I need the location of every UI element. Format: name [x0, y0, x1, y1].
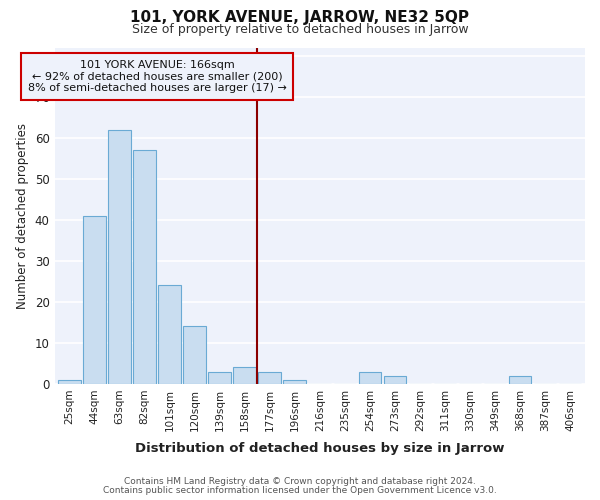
Bar: [184, 326, 206, 384]
Text: 101 YORK AVENUE: 166sqm
← 92% of detached houses are smaller (200)
8% of semi-de: 101 YORK AVENUE: 166sqm ← 92% of detache…: [28, 60, 287, 93]
Bar: [133, 150, 156, 384]
Bar: [259, 372, 281, 384]
Y-axis label: Number of detached properties: Number of detached properties: [16, 122, 29, 308]
Bar: [359, 372, 381, 384]
Text: Contains public sector information licensed under the Open Government Licence v3: Contains public sector information licen…: [103, 486, 497, 495]
Bar: [208, 372, 231, 384]
Bar: [158, 286, 181, 384]
Bar: [233, 368, 256, 384]
Bar: [283, 380, 306, 384]
Bar: [383, 376, 406, 384]
X-axis label: Distribution of detached houses by size in Jarrow: Distribution of detached houses by size …: [135, 442, 505, 455]
Bar: [58, 380, 81, 384]
Text: 101, YORK AVENUE, JARROW, NE32 5QP: 101, YORK AVENUE, JARROW, NE32 5QP: [131, 10, 470, 25]
Text: Size of property relative to detached houses in Jarrow: Size of property relative to detached ho…: [131, 22, 469, 36]
Bar: [509, 376, 531, 384]
Bar: [109, 130, 131, 384]
Bar: [83, 216, 106, 384]
Text: Contains HM Land Registry data © Crown copyright and database right 2024.: Contains HM Land Registry data © Crown c…: [124, 477, 476, 486]
